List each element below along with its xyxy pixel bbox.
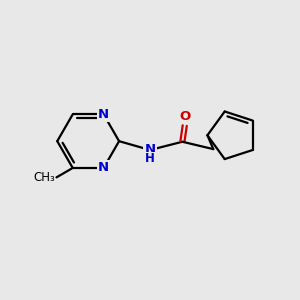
Text: H: H <box>145 152 155 165</box>
Text: O: O <box>179 110 190 123</box>
Text: N: N <box>144 143 156 157</box>
Text: CH₃: CH₃ <box>33 171 55 184</box>
Text: N: N <box>98 161 109 174</box>
Text: N: N <box>98 108 109 121</box>
